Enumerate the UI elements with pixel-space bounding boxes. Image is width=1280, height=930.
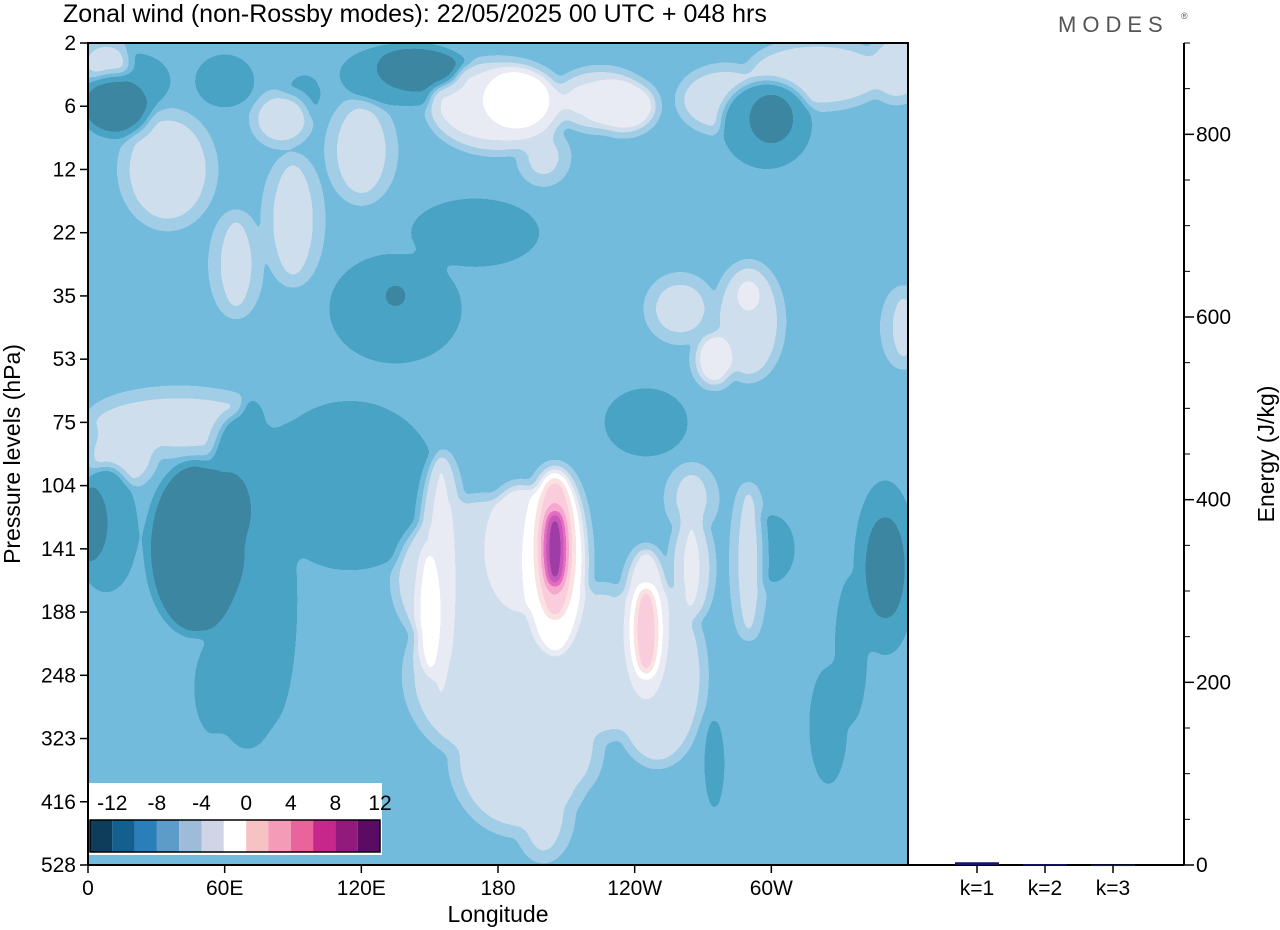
colorbar-swatch (246, 820, 269, 852)
y-tick-label: 141 (41, 538, 76, 561)
energy-category-label: k=1 (960, 877, 994, 900)
y-tick-label: 104 (41, 475, 76, 498)
pressure-axis: 2 6 12 22 35 53 75 104 141 188 248 323 416 528 (41, 32, 88, 877)
energy-tick-label: 400 (1196, 489, 1231, 512)
x-tick-label: 180 (480, 877, 515, 900)
x-axis-title: Longitude (447, 901, 548, 927)
colorbar-swatch (223, 820, 247, 852)
colorbar-label: 0 (240, 792, 252, 815)
energy-bar (1023, 864, 1067, 866)
y-tick-label: 75 (53, 411, 76, 434)
y-tick-label: 323 (41, 728, 76, 751)
y-tick-label: 188 (41, 601, 76, 624)
x-tick-label: 120E (337, 877, 386, 900)
registered-mark-icon: ® (1181, 11, 1188, 21)
colorbar-label: -12 (97, 792, 127, 815)
colorbar-label: 12 (368, 792, 391, 815)
colorbar-label: 4 (285, 792, 297, 815)
colorbar-swatch (112, 820, 135, 852)
colorbar-frame (89, 819, 381, 853)
modes-logo: MODES (1058, 12, 1169, 37)
heatmap-field (88, 43, 908, 865)
colorbar-label: 8 (330, 792, 342, 815)
energy-tick-label: 600 (1196, 306, 1231, 329)
y-tick-label: 53 (53, 348, 76, 371)
y-tick-label: 6 (64, 95, 76, 118)
colorbar-swatch (156, 820, 180, 852)
y-tick-label: 22 (53, 222, 76, 245)
energy-bar (955, 862, 999, 865)
x-tick-label: 120W (607, 877, 662, 900)
y-tick-label: 248 (41, 664, 76, 687)
energy-tick-label: 800 (1196, 123, 1231, 146)
y-tick-label: 12 (53, 159, 76, 182)
colorbar-label: -8 (148, 792, 167, 815)
energy-tick-label: 200 (1196, 671, 1231, 694)
colorbar-swatch (179, 820, 202, 852)
energy-category-label: k=3 (1096, 877, 1130, 900)
y-tick-label: 35 (53, 285, 76, 308)
x-tick-label: 0 (82, 877, 94, 900)
y-tick-label: 2 (64, 32, 76, 55)
chart-title: Zonal wind (non-Rossby modes): 22/05/202… (63, 0, 767, 28)
colorbar-swatch (201, 820, 224, 852)
x-tick-label: 60E (206, 877, 243, 900)
colorbar-swatch (90, 820, 113, 852)
y-tick-label: 528 (41, 854, 76, 877)
energy-axis-title: Energy (J/kg) (1253, 386, 1279, 523)
colorbar-swatch (268, 820, 291, 852)
colorbar-swatch (134, 820, 157, 852)
longitude-axis: 0 60E 120E 180 120W 60W (82, 865, 793, 900)
energy-category-label: k=2 (1028, 877, 1062, 900)
colorbar-swatch (290, 820, 314, 852)
colorbar-swatch (313, 820, 336, 852)
colorbar: -12 -8 -4 0 4 8 12 (88, 783, 392, 855)
colorbar-swatch (357, 820, 380, 852)
energy-tick-label: 0 (1196, 854, 1208, 877)
colorbar-label: -4 (192, 792, 211, 815)
energy-panel: k=1 k=2 k=3 0 200 400 600 800 Energy (J/kg) (908, 42, 1279, 900)
y-tick-label: 416 (41, 791, 76, 814)
colorbar-swatch (335, 820, 358, 852)
y-axis-title: Pressure levels (hPa) (0, 344, 25, 564)
x-tick-label: 60W (750, 877, 793, 900)
